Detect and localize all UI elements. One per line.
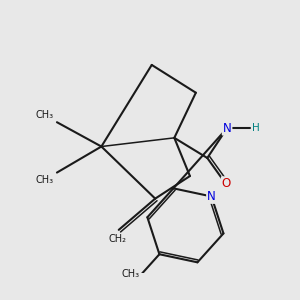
Text: H: H <box>252 123 260 133</box>
Text: CH₃: CH₃ <box>35 175 53 185</box>
Text: N: N <box>223 122 232 135</box>
Text: O: O <box>222 177 231 190</box>
Text: CH₃: CH₃ <box>35 110 53 120</box>
Text: N: N <box>207 190 216 203</box>
Text: CH₃: CH₃ <box>121 269 139 279</box>
Text: CH₂: CH₂ <box>108 234 126 244</box>
